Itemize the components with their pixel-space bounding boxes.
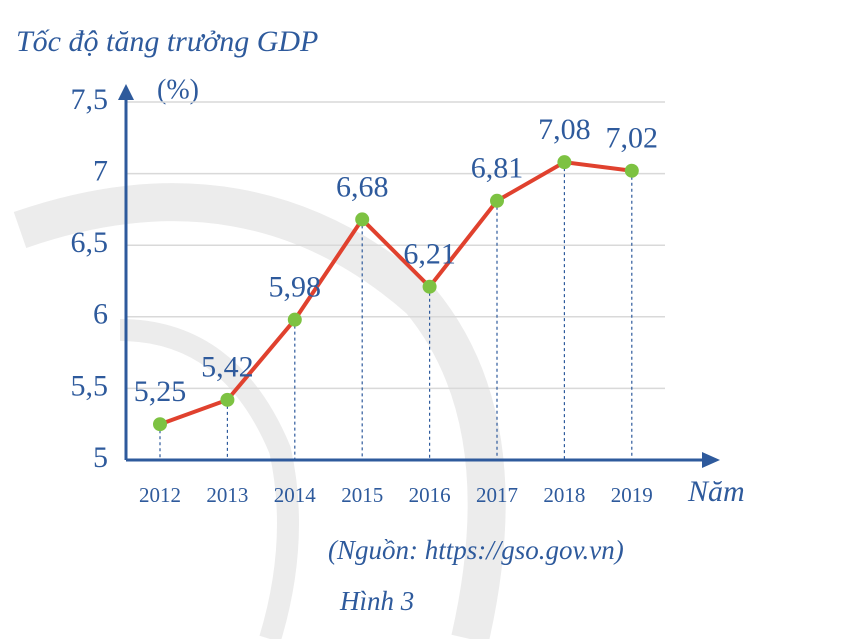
y-axis-label: (%) — [157, 74, 199, 105]
data-label: 7,08 — [538, 113, 591, 146]
data-point — [490, 193, 504, 208]
data-label: 7,02 — [606, 122, 659, 155]
x-tick-label: 2016 — [409, 483, 451, 507]
y-tick-label: 7,5 — [71, 83, 109, 116]
x-tick-label: 2017 — [476, 483, 518, 507]
data-label: 5,25 — [134, 375, 187, 408]
y-tick-label: 5 — [93, 441, 108, 474]
y-axis-arrow — [118, 84, 134, 100]
chart-title: Tốc độ tăng trưởng GDP — [16, 25, 318, 58]
x-tick-label: 2014 — [274, 483, 317, 507]
figure-caption: Hình 3 — [339, 586, 414, 616]
data-label: 5,42 — [201, 351, 254, 384]
data-label: 6,81 — [471, 152, 524, 185]
x-tick-label: 2018 — [543, 483, 585, 507]
data-point — [355, 212, 370, 227]
x-tick-label: 2019 — [611, 483, 653, 507]
data-point — [624, 163, 639, 178]
x-axis-arrow — [702, 452, 720, 468]
data-point — [153, 417, 167, 432]
data-line — [159, 160, 633, 427]
x-axis-label: Năm — [687, 475, 745, 508]
data-point — [287, 312, 302, 327]
data-label: 5,98 — [269, 271, 322, 304]
y-tick-label: 6,5 — [71, 226, 109, 259]
x-tick-label: 2012 — [139, 483, 181, 507]
y-tick-label: 7 — [93, 154, 108, 187]
x-tick-label: 2013 — [206, 483, 248, 507]
data-point — [557, 155, 572, 170]
data-point — [422, 279, 437, 294]
source-note: (Nguồn: https://gso.gov.vn) — [328, 535, 624, 565]
data-label: 6,21 — [403, 238, 456, 271]
data-point — [220, 392, 235, 407]
x-tick-label: 2015 — [341, 483, 383, 507]
y-tick-label: 5,5 — [71, 369, 109, 402]
y-tick-label: 6 — [93, 298, 108, 331]
background-decoration — [13, 183, 506, 639]
data-label: 6,68 — [336, 170, 389, 203]
